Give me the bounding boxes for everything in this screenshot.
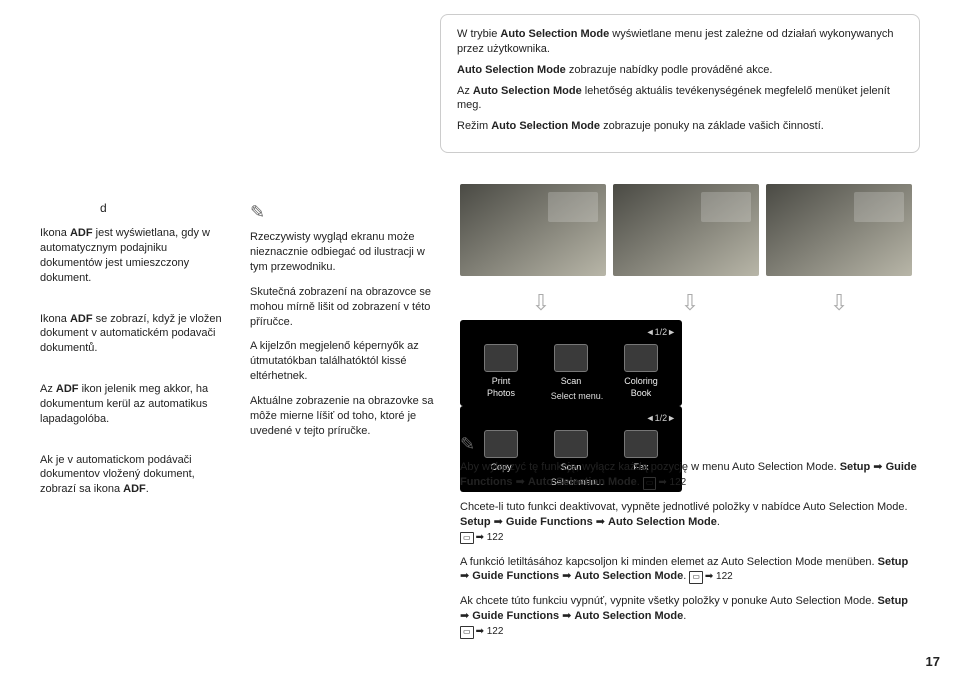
pager: ◄1/2►: [466, 412, 676, 424]
disp-pl: Rzeczywisty wygląd ekranu może nieznaczn…: [250, 230, 440, 275]
intro-sk: Režim Auto Selection Mode zobrazuje ponu…: [457, 119, 903, 134]
note-pl: Aby wyłączyć tę funkcję, wyłącz każdą po…: [460, 460, 920, 490]
disp-cs: Skutečná zobrazení na obrazovce se mohou…: [250, 285, 440, 330]
disp-sk: Aktuálne zobrazenie na obrazovke sa môže…: [250, 394, 440, 439]
adf-cs: Ikona ADF se zobrazí, když je vložen dok…: [40, 312, 230, 357]
note-hu: A funkció letiltásához kapcsoljon ki min…: [460, 555, 920, 585]
intro-cs: Auto Selection Mode zobrazuje nabídky po…: [457, 63, 903, 78]
note-cs: Chcete-li tuto funkci deaktivovat, vypně…: [460, 500, 920, 545]
photo: [460, 184, 606, 276]
note-icon: ✎: [250, 200, 440, 224]
down-arrow-icon: ⇩: [468, 288, 614, 318]
photo: [766, 184, 912, 276]
note-sk: Ak chcete túto funkciu vypnúť, vypnite v…: [460, 594, 920, 639]
left-column: d Ikona ADF jest wyświetlana, gdy w auto…: [40, 200, 230, 523]
adf-pl: Ikona ADF jest wyświetlana, gdy w automa…: [40, 226, 230, 285]
intro-box: W trybie Auto Selection Mode wyświetlane…: [440, 14, 920, 153]
down-arrow-icon: ⇩: [766, 288, 912, 318]
lcd-screen-1: ◄1/2► Print Photos Scan Coloring Book Se…: [460, 320, 682, 406]
disp-hu: A kijelzőn megjelenő képernyők az útmuta…: [250, 339, 440, 384]
adf-sk: Ak je v automatickom podávači dokumentov…: [40, 453, 230, 498]
printer-photos: [460, 184, 920, 284]
page-number: 17: [926, 653, 940, 671]
mid-column: ✎ Rzeczywisty wygląd ekranu może nieznac…: [250, 200, 440, 448]
screen-footer: Select menu.: [466, 390, 688, 402]
photo: [613, 184, 759, 276]
note-icon: ✎: [460, 432, 920, 456]
intro-pl: W trybie Auto Selection Mode wyświetlane…: [457, 27, 903, 57]
label-d: d: [100, 200, 230, 216]
arrow-row: ⇩ ⇩ ⇩: [460, 288, 920, 318]
bottom-note: ✎ Aby wyłączyć tę funkcję, wyłącz każdą …: [460, 432, 920, 649]
down-arrow-icon: ⇩: [617, 288, 763, 318]
adf-hu: Az ADF ikon jelenik meg akkor, ha dokume…: [40, 382, 230, 427]
pager: ◄1/2►: [466, 326, 676, 338]
intro-hu: Az Auto Selection Mode lehetőség aktuáli…: [457, 84, 903, 114]
